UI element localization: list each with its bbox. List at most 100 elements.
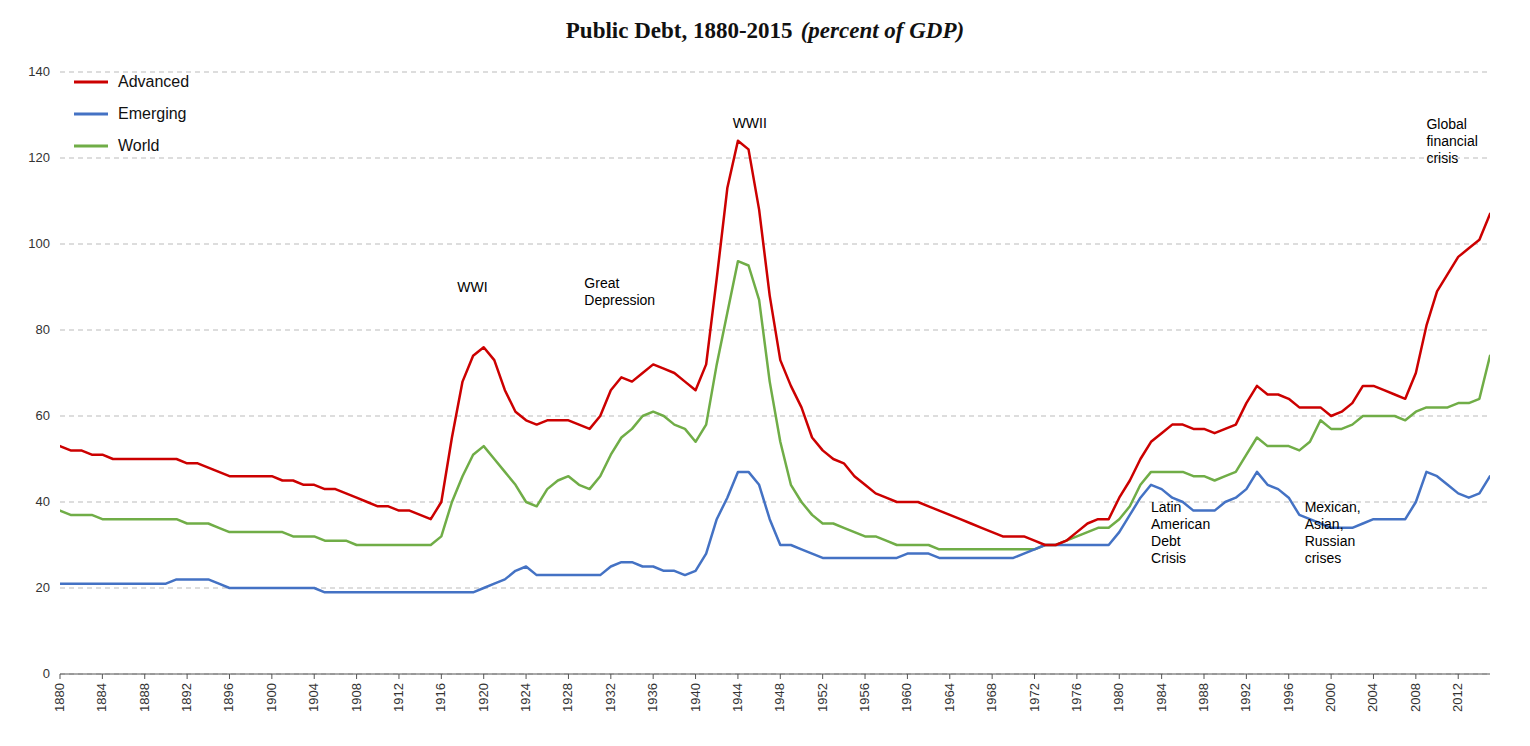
x-tick-label: 1940: [688, 683, 703, 712]
x-tick: [737, 674, 738, 679]
x-tick-label: 1912: [391, 683, 406, 712]
x-tick-label: 1900: [264, 683, 279, 712]
y-tick-label: 20: [36, 580, 50, 595]
grid-line: [60, 502, 1490, 503]
x-tick-label: 1904: [306, 683, 321, 712]
x-tick: [1246, 674, 1247, 679]
x-tick: [1288, 674, 1289, 679]
annotations: WWIGreatDepressionWWIILatinAmericanDebtC…: [457, 115, 1478, 566]
x-tick-label: 2004: [1365, 683, 1380, 712]
y-tick-label: 120: [28, 150, 50, 165]
legend-label: Advanced: [118, 73, 189, 90]
grid-line: [60, 244, 1490, 245]
annotation-line: Mexican,: [1305, 499, 1361, 515]
x-tick: [102, 674, 103, 679]
series-line: [60, 141, 1490, 545]
x-tick-label: 1956: [857, 683, 872, 712]
x-tick-label: 2012: [1450, 683, 1465, 712]
x-tick-label: 1924: [518, 683, 533, 712]
x-tick: [1161, 674, 1162, 679]
x-tick: [865, 674, 866, 679]
x-tick: [992, 674, 993, 679]
y-tick-label: 80: [36, 322, 50, 337]
x-tick-label: 1892: [179, 683, 194, 712]
x-tick-label: 1992: [1238, 683, 1253, 712]
x-tick: [695, 674, 696, 679]
grid-line: [60, 158, 1490, 159]
annotation-line: Latin: [1151, 499, 1181, 515]
x-tick-label: 1980: [1111, 683, 1126, 712]
x-tick-label: 1968: [984, 683, 999, 712]
annotation-line: crises: [1305, 550, 1342, 566]
legend-label: Emerging: [118, 105, 186, 122]
x-tick-label: 1952: [815, 683, 830, 712]
x-tick-label: 1960: [899, 683, 914, 712]
x-axis-line: [60, 674, 1490, 675]
x-tick: [271, 674, 272, 679]
x-tick-label: 1964: [942, 683, 957, 712]
chart: Public Debt, 1880-2015 (percent of GDP) 0 2…: [0, 0, 1530, 746]
x-tick-label: 2008: [1408, 683, 1423, 712]
annotation-line: financial: [1426, 133, 1477, 149]
legend-swatch: [74, 81, 108, 84]
annotation-line: WWII: [733, 115, 767, 131]
x-tick: [653, 674, 654, 679]
legend-label: World: [118, 137, 160, 154]
annotation-line: Asian,: [1305, 516, 1344, 532]
annotation: WWII: [733, 115, 767, 131]
x-tick-label: 1944: [730, 683, 745, 712]
x-tick: [483, 674, 484, 679]
x-tick-label: 1928: [560, 683, 575, 712]
legend: Advanced Emerging World: [74, 73, 189, 154]
y-tick-label: 0: [43, 666, 50, 681]
x-tick-label: 1916: [433, 683, 448, 712]
x-tick-label: 1996: [1281, 683, 1296, 712]
x-tick: [822, 674, 823, 679]
x-tick: [526, 674, 527, 679]
series-line: [60, 261, 1490, 549]
title-main: Public Debt, 1880-2015: [566, 18, 793, 43]
x-tick-label: 1896: [221, 683, 236, 712]
x-tick: [229, 674, 230, 679]
x-tick-label: 2000: [1323, 683, 1338, 712]
annotation-line: Global: [1426, 116, 1466, 132]
x-tick-label: 1880: [52, 683, 67, 712]
x-axis: 1880188418881892189619001904190819121916…: [52, 674, 1490, 712]
series-line: [60, 472, 1490, 592]
annotation: Mexican,Asian,Russiancrises: [1305, 499, 1361, 566]
x-tick: [949, 674, 950, 679]
x-tick-label: 1920: [476, 683, 491, 712]
title-sub: (percent of GDP): [801, 18, 965, 43]
x-tick: [356, 674, 357, 679]
lines: [60, 141, 1490, 593]
annotation-line: Russian: [1305, 533, 1356, 549]
x-tick-label: 1936: [645, 683, 660, 712]
x-tick-label: 1976: [1069, 683, 1084, 712]
title: Public Debt, 1880-2015 (percent of GDP): [566, 18, 964, 43]
x-tick-label: 1972: [1027, 683, 1042, 712]
x-tick: [187, 674, 188, 679]
y-tick-label: 140: [28, 64, 50, 79]
annotation-line: Depression: [584, 292, 655, 308]
y-axis: 020406080100120140: [28, 64, 1490, 681]
x-tick: [60, 674, 61, 679]
legend-swatch: [74, 145, 108, 148]
annotation-line: Great: [584, 275, 619, 291]
x-tick-label: 1888: [137, 683, 152, 712]
x-tick: [1076, 674, 1077, 679]
x-tick: [568, 674, 569, 679]
annotation-line: Debt: [1151, 533, 1181, 549]
annotation-line: American: [1151, 516, 1210, 532]
x-tick: [144, 674, 145, 679]
grid-line: [60, 674, 1490, 675]
x-tick-label: 1984: [1154, 683, 1169, 712]
x-tick-label: 1948: [772, 683, 787, 712]
x-tick: [1373, 674, 1374, 679]
y-tick-label: 40: [36, 494, 50, 509]
x-tick: [610, 674, 611, 679]
x-tick-label: 1988: [1196, 683, 1211, 712]
annotation: WWI: [457, 279, 487, 295]
x-tick: [441, 674, 442, 679]
x-tick: [314, 674, 315, 679]
x-tick: [398, 674, 399, 679]
